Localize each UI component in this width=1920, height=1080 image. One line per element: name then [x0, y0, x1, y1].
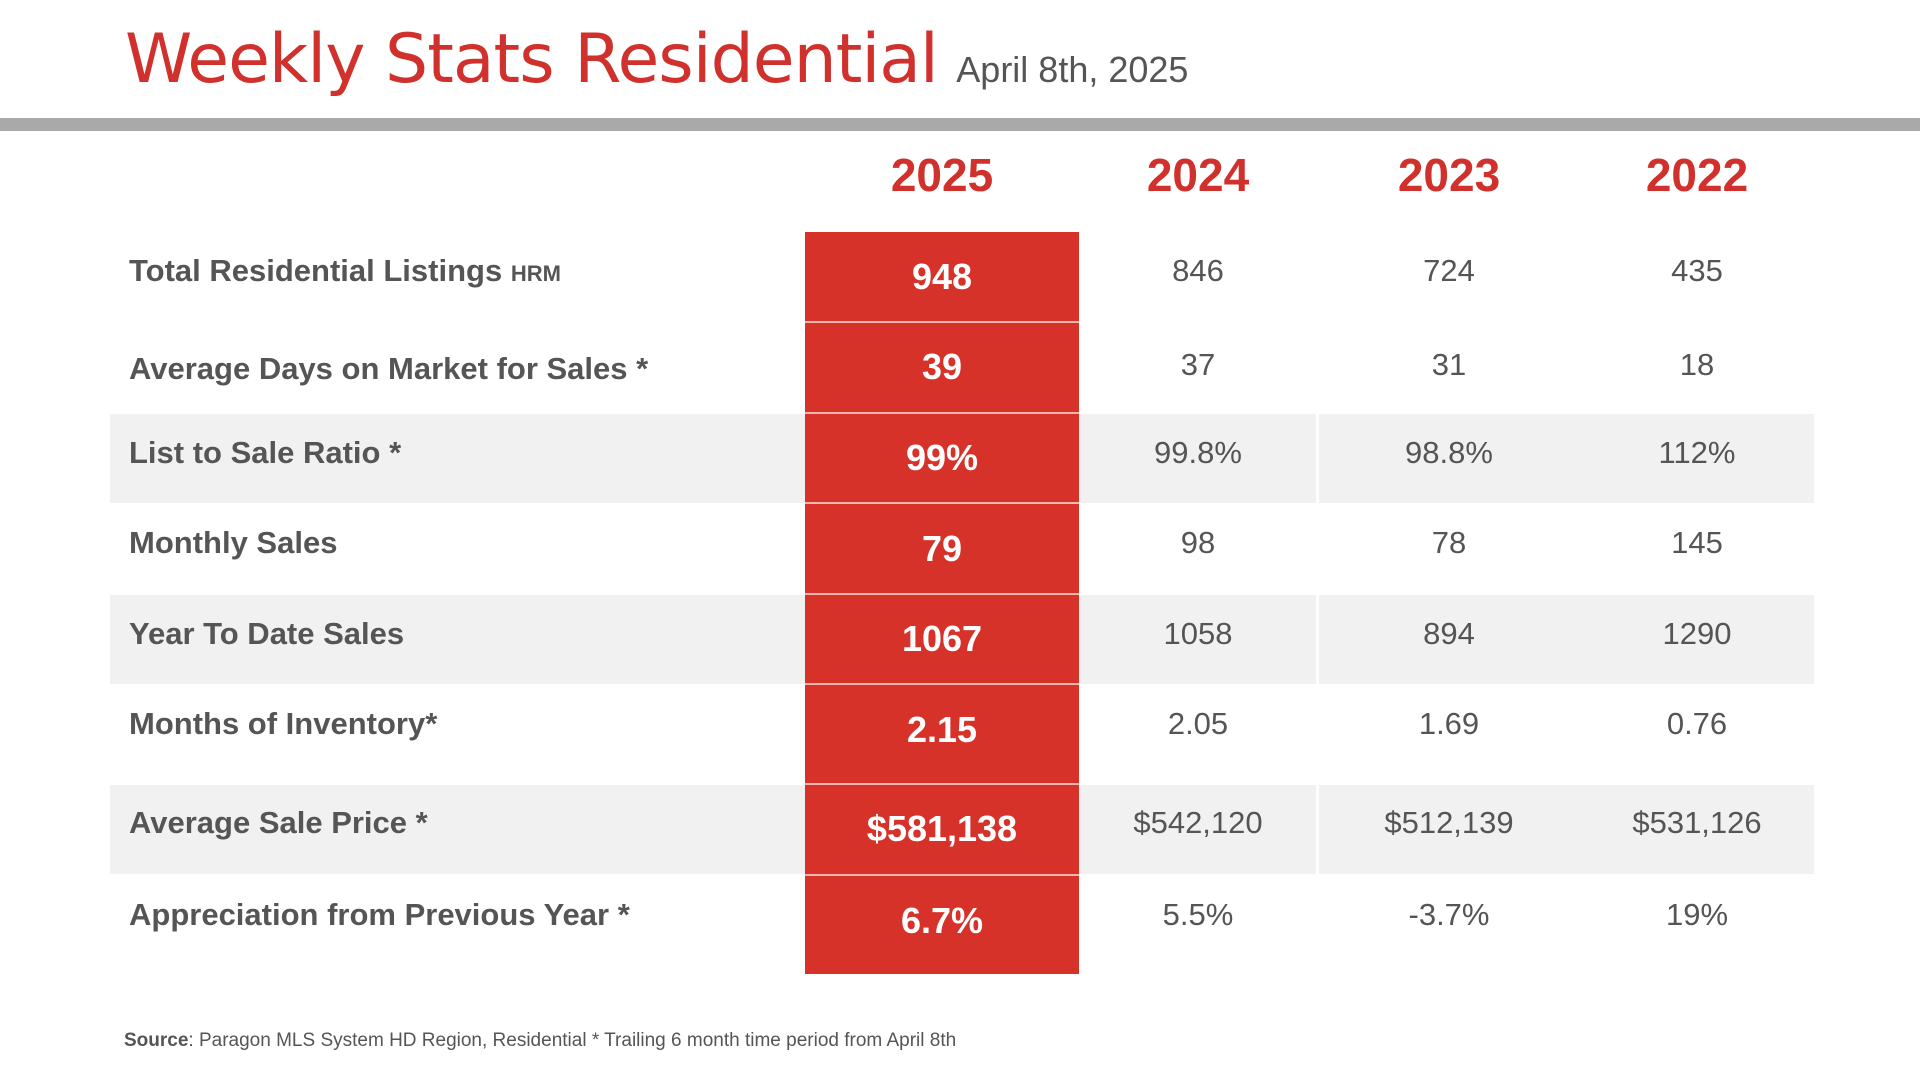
cell-2023-avg-days: 31 — [1431, 347, 1467, 382]
cell-2023-appreciation: -3.7% — [1408, 897, 1490, 932]
row-label-text: List to Sale Ratio * — [129, 435, 402, 470]
cell-2022-ytd-sales: 1290 — [1662, 616, 1732, 651]
row-label-total-listings: Total Residential Listings HRM — [129, 253, 561, 289]
cell-2024-monthly-sales: 98 — [1180, 525, 1216, 560]
column-divider — [805, 874, 1079, 876]
cell-2024-list-to-sale: 99.8% — [1154, 435, 1242, 470]
cell-2025-ytd-sales: 1067 — [901, 618, 983, 659]
row-label-text: Average Days on Market for Sales * — [129, 351, 649, 386]
cell-2024-avg-days: 37 — [1180, 347, 1216, 382]
year-header-2022: 2022 — [1645, 149, 1749, 201]
column-divider — [805, 683, 1079, 685]
cell-2023-monthly-sales: 78 — [1431, 525, 1467, 560]
row-label-text: Months of Inventory* — [129, 706, 438, 741]
cell-2022-list-to-sale: 112% — [1658, 435, 1736, 470]
source-text: : Paragon MLS System HD Region, Resident… — [188, 1030, 957, 1051]
cell-2022-avg-sale-price: $531,126 — [1632, 805, 1762, 840]
cell-2024-months-inventory: 2.05 — [1167, 706, 1229, 741]
year-header-2024: 2024 — [1146, 149, 1250, 201]
cell-2024-total-listings: 846 — [1172, 253, 1224, 288]
cell-2025-list-to-sale: 99% — [905, 437, 979, 478]
page-header: Weekly Stats Residential April 8th, 2025 — [125, 20, 1188, 110]
page-date: April 8th, 2025 — [956, 49, 1189, 90]
row-label-suffix: HRM — [510, 261, 561, 286]
row-label-text: Total Residential Listings — [129, 253, 503, 288]
row-label-ytd-sales: Year To Date Sales — [129, 616, 404, 652]
row-label-text: Monthly Sales — [129, 525, 338, 560]
row-label-text: Appreciation from Previous Year * — [129, 897, 630, 932]
row-label-avg-sale-price: Average Sale Price * — [129, 805, 428, 841]
cell-2023-total-listings: 724 — [1423, 253, 1475, 288]
cell-2022-monthly-sales: 145 — [1671, 525, 1723, 560]
source-footnote: Source: Paragon MLS System HD Region, Re… — [124, 1030, 956, 1052]
cell-2025-months-inventory: 2.15 — [906, 709, 978, 750]
row-label-list-to-sale: List to Sale Ratio * — [129, 435, 401, 471]
column-divider — [805, 412, 1079, 414]
band-divider — [1316, 595, 1319, 684]
cell-2025-appreciation: 6.7% — [900, 900, 984, 941]
row-label-avg-days: Average Days on Market for Sales * — [129, 351, 648, 387]
row-label-text: Average Sale Price * — [129, 805, 428, 840]
row-label-text: Year To Date Sales — [129, 616, 405, 651]
cell-2025-avg-sale-price: $581,138 — [866, 808, 1018, 849]
column-divider — [805, 321, 1079, 323]
row-label-monthly-sales: Monthly Sales — [129, 525, 337, 561]
cell-2022-total-listings: 435 — [1671, 253, 1723, 288]
year-header-2025: 2025 — [890, 149, 994, 201]
cell-2023-ytd-sales: 894 — [1423, 616, 1475, 651]
cell-2025-monthly-sales: 79 — [921, 528, 963, 569]
source-label: Source — [124, 1030, 189, 1051]
column-divider — [805, 783, 1079, 785]
cell-2022-months-inventory: 0.76 — [1666, 706, 1728, 741]
cell-2023-months-inventory: 1.69 — [1418, 706, 1480, 741]
cell-2024-ytd-sales: 1058 — [1163, 616, 1233, 651]
year-header-2023: 2023 — [1397, 149, 1501, 201]
cell-2022-avg-days: 18 — [1679, 347, 1715, 382]
row-label-appreciation: Appreciation from Previous Year * — [129, 897, 630, 933]
page-title: Weekly Stats Residential — [125, 20, 939, 99]
cell-2024-appreciation: 5.5% — [1162, 897, 1234, 932]
column-divider — [805, 502, 1079, 504]
column-divider — [805, 593, 1079, 595]
cell-2023-list-to-sale: 98.8% — [1405, 435, 1493, 470]
cell-2023-avg-sale-price: $512,139 — [1384, 805, 1514, 840]
band-divider — [1316, 785, 1319, 874]
cell-2025-avg-days: 39 — [921, 346, 963, 387]
cell-2022-appreciation: 19% — [1665, 897, 1729, 932]
current-year-column — [805, 232, 1079, 974]
cell-2025-total-listings: 948 — [911, 256, 973, 297]
row-label-months-inventory: Months of Inventory* — [129, 706, 437, 742]
header-divider — [0, 118, 1920, 131]
band-divider — [1316, 414, 1319, 503]
cell-2024-avg-sale-price: $542,120 — [1133, 805, 1263, 840]
